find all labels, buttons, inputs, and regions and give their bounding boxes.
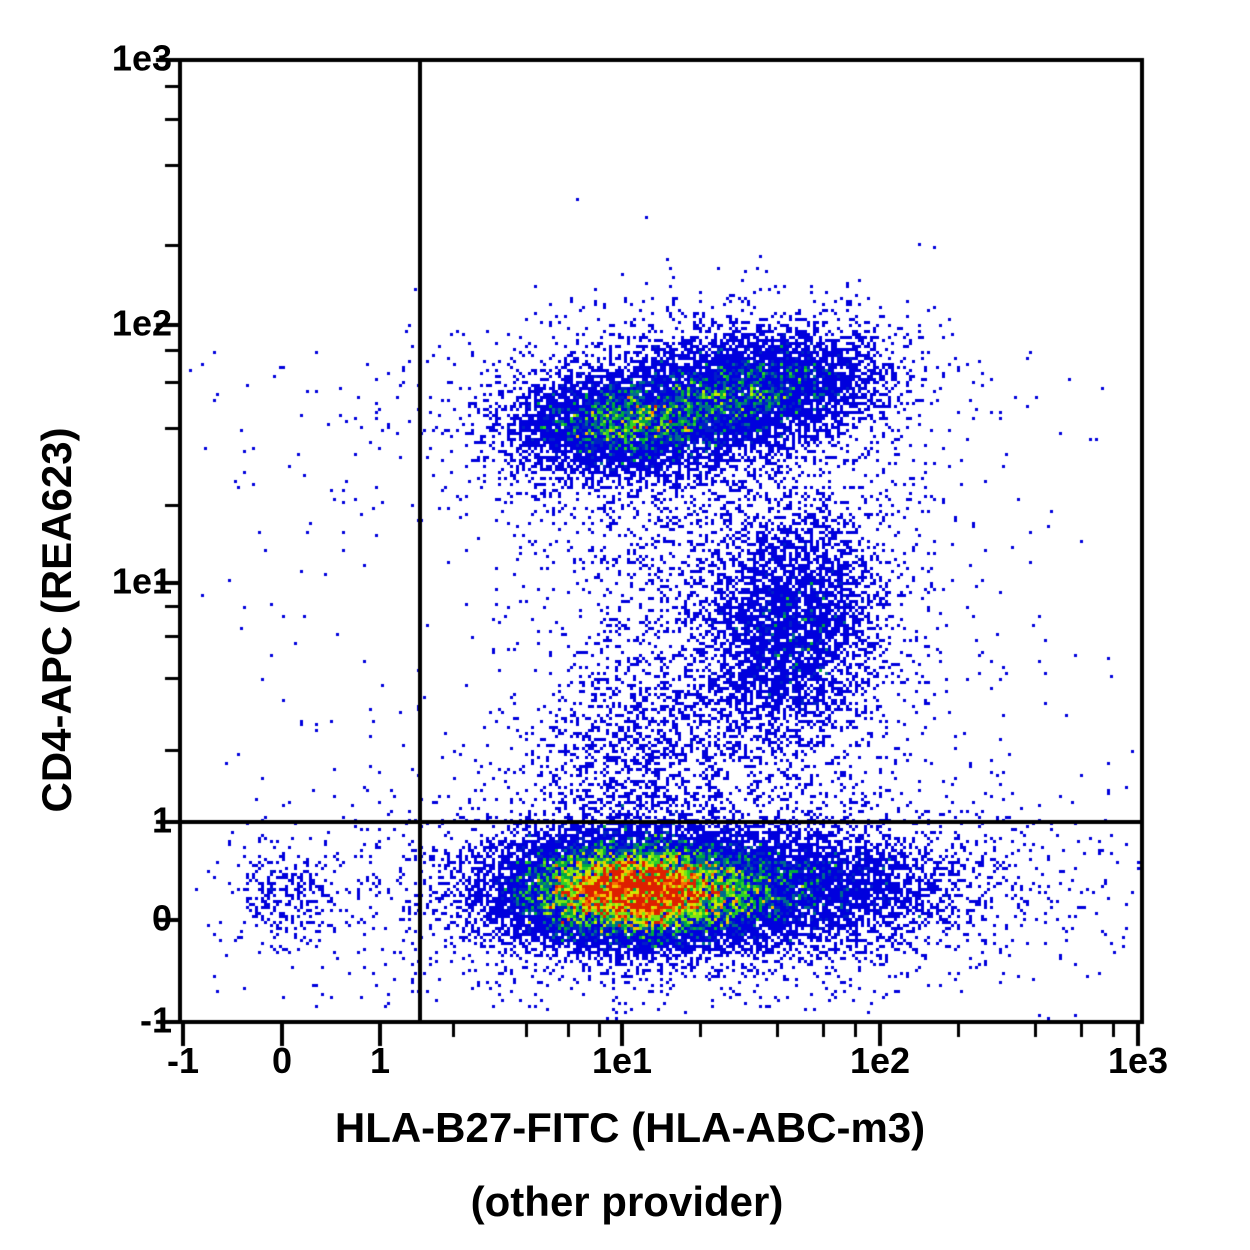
x-axis-tick-label-0: 0 (271, 1040, 293, 1081)
y-axis-tick-label-1e3: 1e3 (111, 37, 172, 79)
y-axis-tick-label-1e1: 1e1 (111, 560, 172, 602)
y-axis-tick-label-1: 1 (151, 799, 172, 841)
x-axis-subtitle: (other provider) (470, 1178, 784, 1225)
x-axis-tick-label--1: -1 (166, 1040, 200, 1081)
y-axis-tick-label--1: -1 (139, 999, 172, 1041)
x-axis-tick-label-1e1: 1e1 (591, 1040, 653, 1081)
x-axis-tick-label-1e2: 1e2 (849, 1040, 911, 1081)
y-axis-tick-label-0: 0 (151, 897, 172, 939)
x-axis-tick-label-1: 1 (369, 1040, 391, 1081)
y-axis-title: CD4-APC (REA623) (33, 427, 80, 813)
y-axis-tick-label-1e2: 1e2 (111, 302, 172, 344)
x-axis-tick-label-1e3: 1e3 (1107, 1040, 1169, 1081)
x-axis-title: HLA-B27-FITC (HLA-ABC-m3) (334, 1104, 926, 1151)
